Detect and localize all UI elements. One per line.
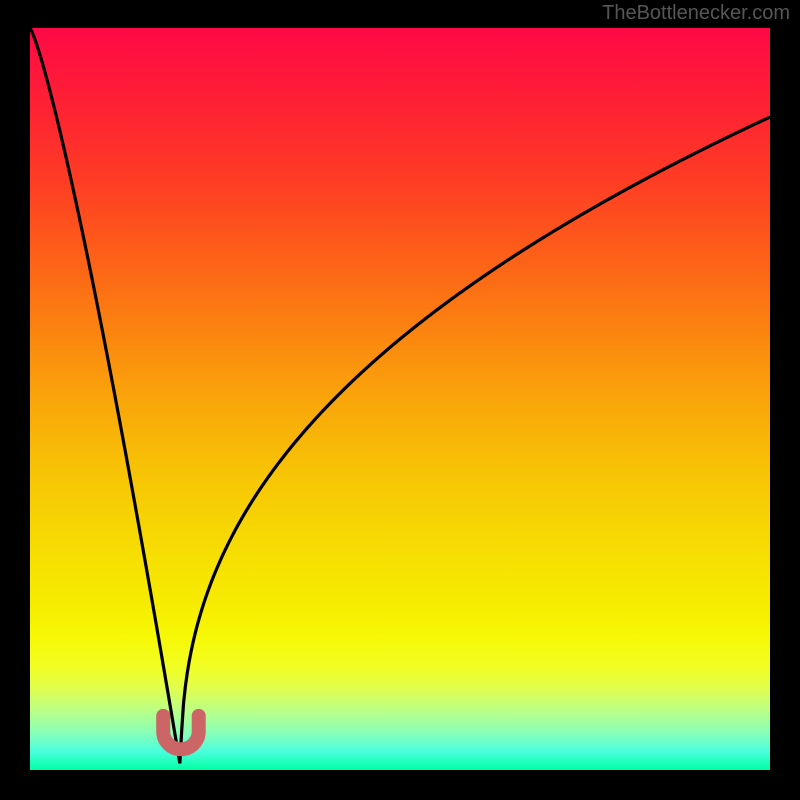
gradient-background — [30, 28, 770, 770]
chart-container: TheBottlenecker.com — [0, 0, 800, 800]
bottleneck-chart — [0, 0, 800, 800]
watermark-text: TheBottlenecker.com — [602, 2, 790, 25]
